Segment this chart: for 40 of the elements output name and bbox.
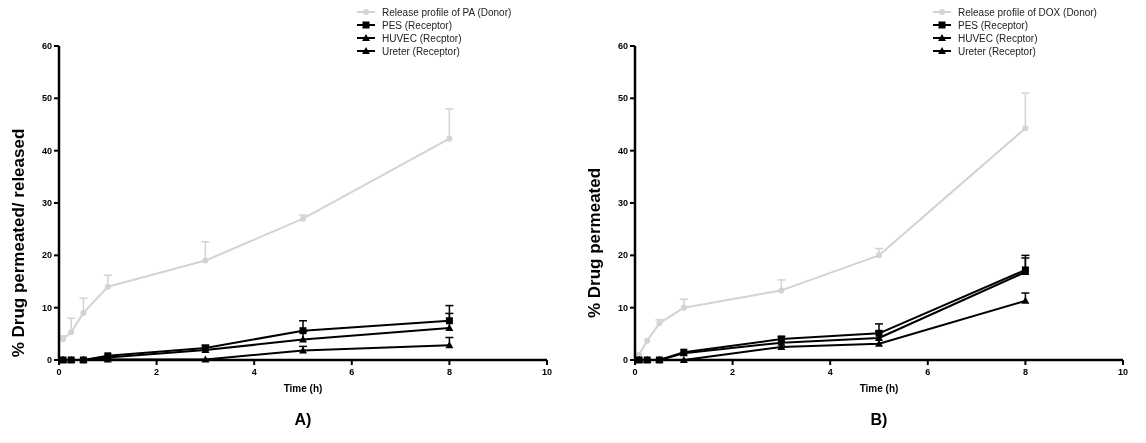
y-tick-label: 60: [41, 41, 52, 51]
x-axis-title: Time (h): [859, 383, 899, 394]
y-tick-label: 40: [41, 145, 52, 156]
legend-label: PES (Receptor): [382, 20, 453, 31]
x-tick-label: 0: [632, 367, 638, 377]
y-tick-label: 0: [622, 355, 628, 365]
legend-label: HUVEC (Recptor): [958, 33, 1038, 44]
legend-label: HUVEC (Recptor): [382, 33, 462, 44]
x-tick-label: 4: [827, 367, 833, 377]
x-tick-label: 4: [251, 367, 257, 377]
x-tick-label: 10: [1117, 367, 1129, 377]
x-tick-label: 6: [349, 367, 355, 377]
text: B): [870, 411, 888, 428]
y-tick-label: 50: [617, 93, 628, 104]
y-tick-label: 60: [617, 41, 628, 51]
y-tick-label: 20: [617, 250, 628, 261]
x-tick-label: 0: [56, 367, 62, 377]
y-axis-title: % Drug permeated: [585, 167, 604, 319]
y-axis-title: % Drug permeated/ released: [9, 128, 28, 358]
x-axis-title: Time (h): [283, 383, 323, 394]
text: A): [294, 411, 312, 428]
y-tick-label: 20: [41, 250, 52, 261]
legend-label: Release profile of DOX (Donor): [958, 7, 1097, 18]
y-tick-label: 40: [617, 145, 628, 156]
x-tick-label: 8: [1022, 367, 1028, 377]
legend-label: Release profile of PA (Donor): [382, 7, 512, 18]
legend-label: PES (Receptor): [958, 20, 1029, 31]
y-tick-label: 10: [617, 302, 628, 313]
x-tick-label: 10: [541, 367, 553, 377]
y-tick-label: 10: [41, 302, 52, 313]
x-tick-label: 2: [154, 367, 160, 377]
y-tick-label: 50: [41, 93, 52, 104]
legend-label: Ureter (Receptor): [958, 46, 1036, 57]
x-tick-label: 6: [925, 367, 931, 377]
x-tick-label: 8: [446, 367, 452, 377]
y-tick-label: 30: [617, 198, 628, 208]
x-tick-label: 2: [730, 367, 736, 377]
y-tick-label: 30: [41, 198, 52, 208]
legend-label: Ureter (Receptor): [382, 46, 460, 57]
y-tick-label: 0: [46, 355, 52, 365]
